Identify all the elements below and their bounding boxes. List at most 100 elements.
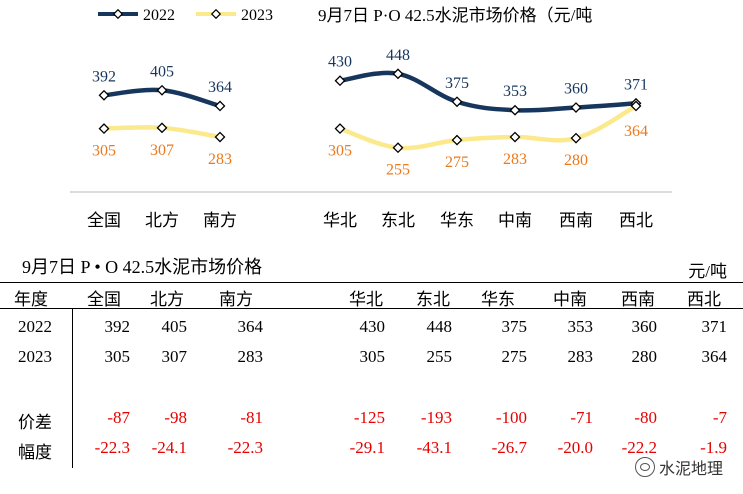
series-2023-point — [509, 131, 521, 143]
x-tick-label: 西北 — [619, 211, 653, 230]
table-column-header: 中南 — [553, 290, 587, 309]
table-cell: 255 — [426, 347, 453, 366]
table-title: 9月7日 P • O 42.5水泥市场价格 — [22, 257, 263, 277]
legend-2022-label: 2022 — [143, 7, 175, 24]
chart-legend: 2022 2023 — [98, 7, 273, 24]
series-2023-point — [451, 134, 463, 146]
table-column-header: 南方 — [219, 290, 253, 309]
x-tick-label: 南方 — [203, 211, 237, 230]
table-cell: 364 — [237, 317, 264, 336]
x-tick-label: 华北 — [323, 211, 357, 230]
table-cell: -26.7 — [491, 438, 527, 457]
series-2022-point — [570, 102, 582, 113]
table-cell: -22.3 — [227, 438, 263, 457]
table-row-label: 幅度 — [18, 443, 52, 462]
table-cell: 392 — [104, 317, 131, 336]
series-2022-point — [156, 84, 168, 96]
table-corner-label: 年度 — [14, 290, 48, 309]
series-2022-data-label: 448 — [386, 47, 410, 64]
x-tick-label: 东北 — [381, 211, 415, 230]
table-cell: -20.0 — [557, 438, 593, 457]
table-row-label: 2022 — [18, 317, 52, 336]
series-2022-point — [392, 68, 404, 80]
table-cell: 364 — [701, 347, 728, 366]
series-2022-data-label: 430 — [328, 54, 352, 71]
table-cell: -71 — [570, 408, 593, 427]
x-tick-label: 中南 — [498, 211, 532, 230]
table-column-header: 西南 — [621, 290, 655, 309]
table-cell: -22.2 — [621, 438, 657, 457]
series-2022-data-label: 364 — [208, 79, 232, 96]
series-2023-data-label: 275 — [445, 154, 469, 171]
series-2022-data-label: 405 — [150, 63, 174, 80]
series-2023-data-label: 364 — [624, 123, 648, 140]
chart-title: 9月7日 P·O 42.5水泥市场价格（元/吨 — [318, 6, 592, 25]
watermark-text: 水泥地理 — [658, 461, 723, 478]
series-2022-line — [337, 70, 639, 113]
table-cell: 283 — [237, 347, 264, 366]
table-cell: 448 — [426, 317, 453, 336]
series-2022-point — [509, 104, 521, 116]
series-2023-line — [337, 103, 639, 151]
series-2023-point — [570, 132, 582, 144]
series-2022-point — [451, 96, 463, 108]
series-2023-point — [334, 123, 346, 135]
wechat-icon — [634, 457, 655, 477]
table-cell: -24.1 — [151, 438, 187, 457]
table-row-label: 价差 — [18, 413, 52, 432]
legend-2023-marker — [210, 8, 222, 20]
table-cell: 305 — [104, 347, 131, 366]
series-2023-data-label: 305 — [328, 143, 352, 160]
series-2023-data-label: 283 — [208, 151, 232, 168]
table-cell: 430 — [359, 317, 386, 336]
table-cell: -87 — [107, 408, 130, 427]
series-2023-point — [392, 142, 404, 154]
table-cell: 375 — [501, 317, 528, 336]
x-tick-label: 西南 — [559, 211, 593, 230]
series-2022-point — [214, 100, 226, 112]
series-2023-point — [630, 100, 642, 112]
price-line-chart: 2022 2023 9月7日 P·O 42.5水泥市场价格（元/吨 392 405 3… — [70, 6, 672, 230]
series-2023-point — [214, 131, 226, 143]
series-2023-data-label: 280 — [564, 152, 588, 169]
x-tick-label: 华东 — [440, 211, 474, 230]
series-2023-data-label: 305 — [92, 143, 116, 160]
series-2023-point — [156, 122, 168, 134]
table-column-header: 华北 — [349, 290, 383, 309]
table-cell: -22.3 — [94, 438, 130, 457]
series-2022-point — [334, 75, 346, 87]
table-column-header: 东北 — [416, 290, 450, 309]
table-cell: -193 — [420, 408, 452, 427]
table-cell: 360 — [631, 317, 658, 336]
table-cell: -29.1 — [349, 438, 385, 457]
table-header-bottom-rule — [0, 308, 743, 309]
table-cell: 280 — [631, 347, 658, 366]
table-column-header: 华东 — [481, 290, 515, 309]
table-cell: 283 — [567, 347, 594, 366]
x-tick-label: 全国 — [87, 211, 121, 230]
series-2022-data-label: 360 — [564, 81, 588, 98]
legend-2023-label: 2023 — [241, 7, 273, 24]
table-cell: 275 — [501, 347, 528, 366]
series-2022-data-label: 353 — [503, 83, 527, 100]
x-tick-label: 北方 — [145, 211, 179, 230]
table-cell: -1.9 — [700, 438, 727, 457]
table-cell: -125 — [353, 408, 385, 427]
table-cell: -100 — [495, 408, 527, 427]
series-2022-data-label: 392 — [92, 68, 116, 85]
table-cell: -7 — [712, 408, 727, 427]
table-column-header: 全国 — [87, 290, 121, 309]
series-2023-data-label: 307 — [150, 142, 174, 159]
watermark: 水泥地理 — [634, 455, 723, 479]
table-cell: 307 — [161, 347, 188, 366]
table-cell: -43.1 — [416, 438, 452, 457]
table-unit: 元/吨 — [688, 262, 727, 281]
table-cell: 405 — [161, 317, 188, 336]
table-row-label: 2023 — [18, 347, 52, 366]
series-2022-data-label: 375 — [445, 75, 469, 92]
table-cell: 371 — [701, 317, 728, 336]
table-cell: -81 — [240, 408, 263, 427]
table-cell: 305 — [359, 347, 386, 366]
series-2023-data-label: 255 — [386, 162, 410, 179]
table-cell: 353 — [567, 317, 594, 336]
